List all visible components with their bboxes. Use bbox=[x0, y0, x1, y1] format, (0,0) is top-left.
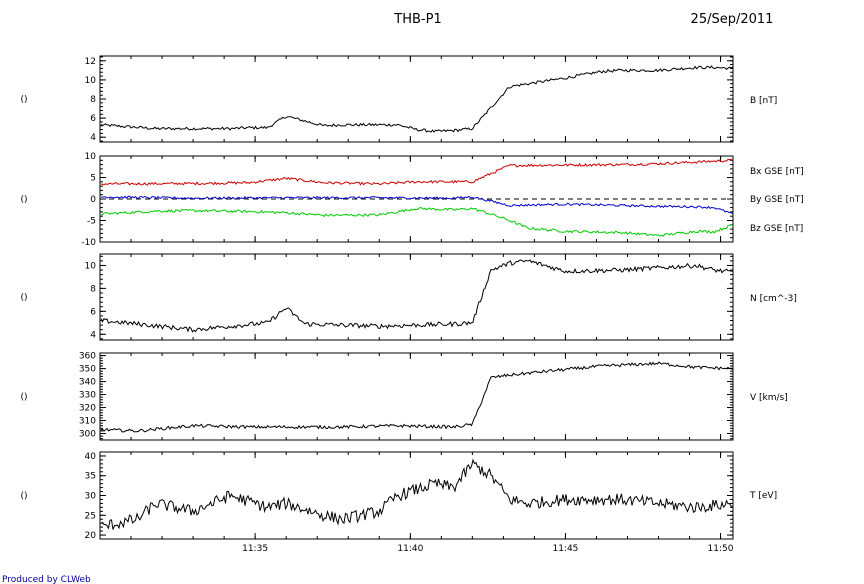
series-label: B [nT] bbox=[750, 96, 777, 106]
series-line bbox=[100, 458, 733, 530]
x-tick-label: 11:40 bbox=[397, 544, 423, 554]
series-line bbox=[100, 195, 733, 215]
panel-frame bbox=[99, 253, 734, 341]
y-tick-label: 360 bbox=[79, 352, 96, 362]
x-tick-label: 11:45 bbox=[552, 544, 578, 554]
series-line bbox=[100, 65, 733, 133]
y-tick-label: 30 bbox=[85, 492, 97, 502]
y-tick-label: 10 bbox=[85, 152, 97, 162]
series-line bbox=[100, 259, 733, 333]
series-label: Bz GSE [nT] bbox=[750, 224, 803, 234]
y-tick-label: 300 bbox=[79, 430, 96, 440]
y-tick-label: 320 bbox=[79, 404, 96, 414]
series-label: Bx GSE [nT] bbox=[750, 167, 804, 177]
y-tick-label: 10 bbox=[85, 76, 97, 86]
panel-left-label: () bbox=[20, 293, 27, 303]
panel-3: () 4 6 8 10 N [cm^-3] bbox=[20, 253, 797, 341]
y-tick-label: 340 bbox=[79, 378, 96, 388]
panel-left-label: () bbox=[20, 95, 27, 105]
y-tick-label: 8 bbox=[90, 95, 96, 105]
y-tick-label: -10 bbox=[81, 238, 96, 248]
y-tick-label: 8 bbox=[90, 284, 96, 294]
y-tick-label: 20 bbox=[85, 531, 97, 541]
panel-1: () 4 6 8 10 12 B [nT] bbox=[20, 55, 777, 143]
panel-5: () 20 25 30 35 40 T [eV] bbox=[20, 451, 777, 541]
panel-2: () 10 5 0 -5 -10 Bx GSE [nT] By GSE [nT] Bz GSE … bbox=[20, 152, 803, 248]
panel-4: () 300 310 320 330 340 350 360 V [km/s] bbox=[20, 352, 788, 441]
y-tick-label: 4 bbox=[90, 330, 96, 340]
y-tick-label: 10 bbox=[85, 261, 97, 271]
y-tick-label: 35 bbox=[85, 472, 96, 482]
y-tick-label: 6 bbox=[90, 307, 96, 317]
series-label: T [eV] bbox=[749, 491, 777, 501]
y-tick-label: 310 bbox=[79, 417, 96, 427]
y-tick-label: 25 bbox=[85, 511, 96, 521]
panel-left-label: () bbox=[20, 492, 27, 502]
y-tick-label: 12 bbox=[85, 57, 96, 67]
panel-frame bbox=[99, 352, 734, 441]
y-tick-label: 350 bbox=[79, 365, 96, 375]
chart-title: THB-P1 bbox=[393, 12, 441, 27]
y-tick-label: 6 bbox=[90, 114, 96, 124]
panel-left-label: () bbox=[20, 393, 27, 403]
series-label: N [cm^-3] bbox=[750, 294, 797, 304]
panel-left-label: () bbox=[20, 195, 27, 205]
y-tick-label: -5 bbox=[87, 217, 96, 227]
x-tick-label: 11:50 bbox=[708, 544, 734, 554]
y-tick-label: 330 bbox=[79, 391, 96, 401]
series-line bbox=[101, 206, 733, 237]
x-tick-label: 11:35 bbox=[242, 544, 268, 554]
chart-date: 25/Sep/2011 bbox=[691, 12, 774, 27]
y-tick-label: 40 bbox=[85, 452, 97, 462]
panels-group: () 4 6 8 10 12 B [nT] () 10 5 0 -5 -10 Bx GSE [nT] By … bbox=[20, 55, 804, 554]
credit-text: Produced by CLWeb bbox=[2, 575, 91, 584]
y-tick-label: 4 bbox=[90, 133, 96, 143]
panel-frame bbox=[99, 451, 734, 540]
series-line bbox=[100, 158, 733, 186]
series-label: By GSE [nT] bbox=[750, 195, 804, 205]
series-line bbox=[100, 361, 733, 433]
y-tick-label: 0 bbox=[90, 195, 96, 205]
series-label: V [km/s] bbox=[750, 393, 788, 403]
y-tick-label: 5 bbox=[90, 174, 96, 184]
